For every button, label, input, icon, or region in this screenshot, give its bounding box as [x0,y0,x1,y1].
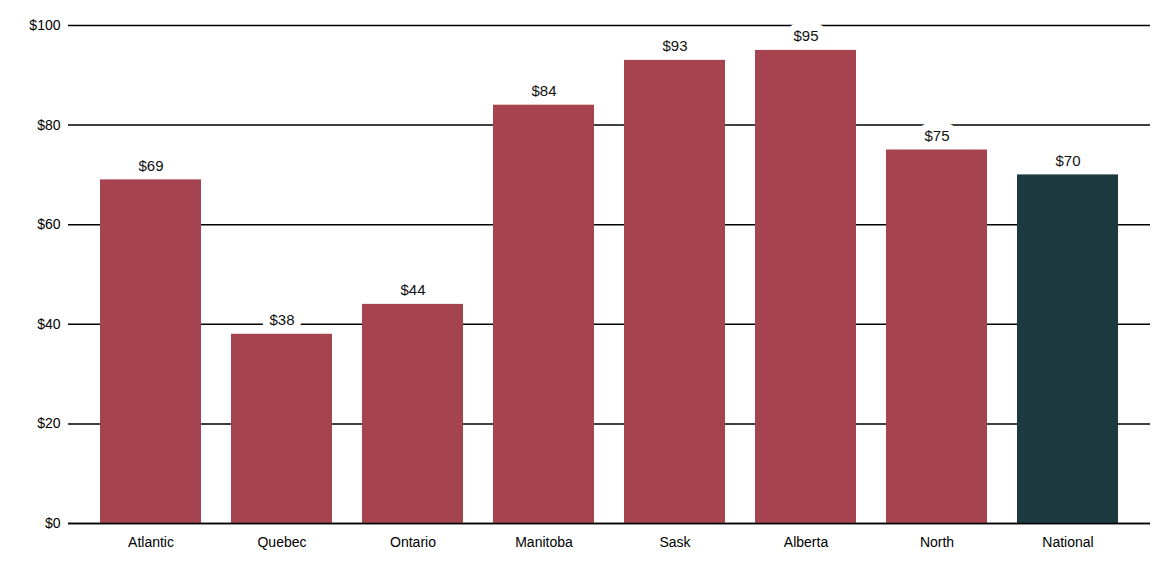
svg-text:North: North [920,534,954,550]
svg-text:$75: $75 [924,127,949,144]
svg-text:$0: $0 [45,515,61,531]
svg-text:Atlantic: Atlantic [128,534,174,550]
svg-text:$84: $84 [531,82,556,99]
svg-text:National: National [1042,534,1093,550]
svg-text:$80: $80 [37,117,61,133]
svg-text:Quebec: Quebec [257,534,306,550]
svg-text:$40: $40 [37,316,61,332]
svg-text:$38: $38 [269,311,294,328]
svg-text:Alberta: Alberta [784,534,829,550]
svg-text:$20: $20 [37,415,61,431]
svg-text:Sask: Sask [659,534,691,550]
svg-text:$100: $100 [29,17,60,33]
svg-text:$95: $95 [793,27,818,44]
svg-text:$44: $44 [400,281,425,298]
svg-text:$93: $93 [662,37,687,54]
svg-text:Ontario: Ontario [390,534,436,550]
svg-text:$69: $69 [138,157,163,174]
svg-text:$70: $70 [1055,152,1080,169]
svg-text:Manitoba: Manitoba [515,534,573,550]
svg-text:$60: $60 [37,216,61,232]
